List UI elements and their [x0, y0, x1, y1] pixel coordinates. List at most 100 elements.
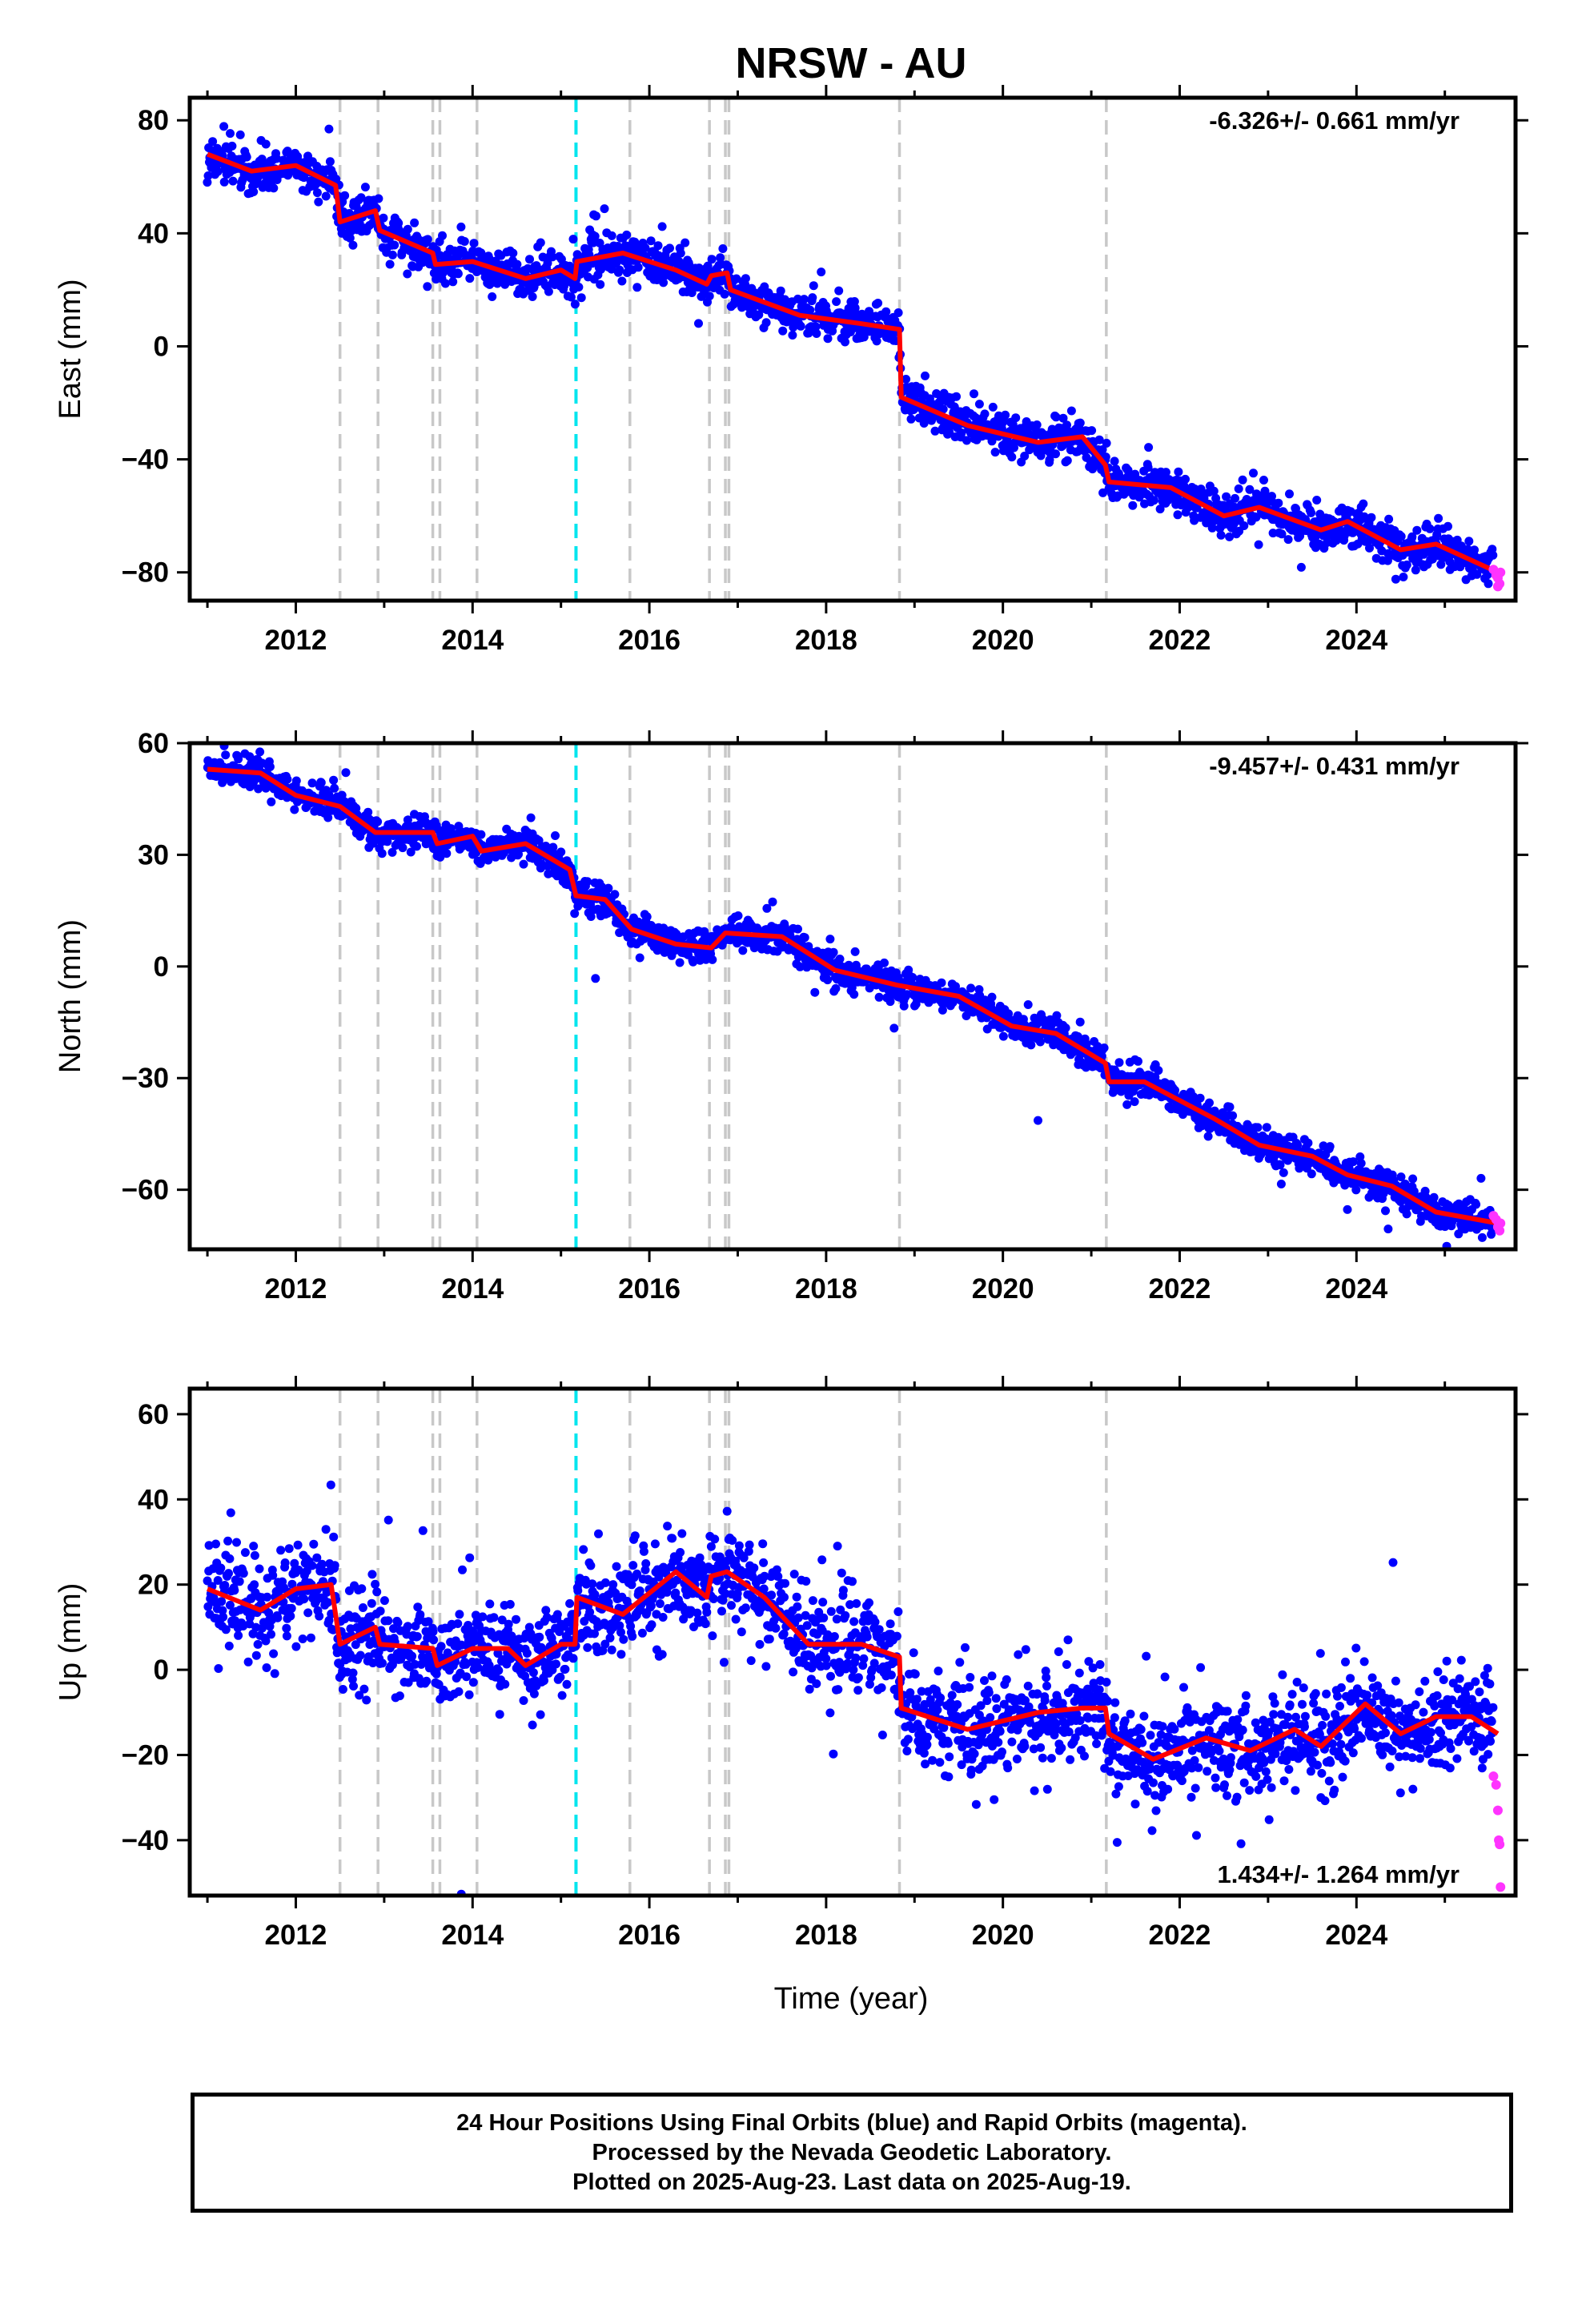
- data-point: [718, 244, 728, 253]
- data-point: [800, 933, 809, 943]
- x-tick-label: 2018: [795, 1273, 857, 1305]
- data-point: [442, 849, 452, 858]
- data-point: [591, 974, 600, 983]
- x-tick-label: 2020: [972, 1273, 1034, 1305]
- data-point: [276, 1546, 286, 1555]
- y-tick-label: 40: [138, 218, 169, 249]
- data-point: [329, 1532, 339, 1542]
- rapid-orbit-points: [1488, 565, 1506, 592]
- data-point: [1285, 489, 1294, 499]
- data-point: [657, 222, 667, 231]
- data-point: [448, 277, 458, 287]
- data-point: [377, 849, 387, 858]
- data-point: [930, 426, 940, 436]
- data-point: [1075, 1017, 1085, 1027]
- data-point: [980, 409, 990, 419]
- data-point: [607, 231, 616, 240]
- data-point: [1203, 1132, 1213, 1141]
- data-point: [1173, 510, 1182, 520]
- final-orbit-points: [203, 743, 1498, 1249]
- data-point: [375, 1606, 385, 1616]
- data-point: [708, 955, 717, 964]
- data-point: [323, 1598, 332, 1607]
- data-point: [1383, 1224, 1393, 1234]
- data-point: [825, 935, 835, 944]
- data-point: [970, 389, 978, 399]
- data-point: [1276, 1180, 1286, 1188]
- data-point: [1407, 532, 1417, 541]
- data-point: [1396, 1172, 1406, 1182]
- data-point: [1102, 438, 1111, 448]
- data-point: [768, 897, 777, 907]
- data-point: [1154, 1066, 1163, 1076]
- data-point: [1293, 1140, 1303, 1150]
- data-point: [1143, 463, 1153, 472]
- data-point: [1400, 1180, 1410, 1188]
- data-point: [225, 1554, 235, 1563]
- data-point: [383, 1616, 393, 1626]
- data-point: [788, 331, 797, 340]
- data-point: [338, 1685, 347, 1694]
- data-point: [1035, 1037, 1045, 1047]
- data-point: [1472, 569, 1482, 579]
- data-point: [1274, 498, 1283, 508]
- data-point: [1228, 1111, 1238, 1120]
- data-point: [240, 1548, 250, 1558]
- data-point: [465, 274, 475, 283]
- data-point: [1325, 1142, 1335, 1152]
- data-point: [213, 1576, 223, 1585]
- data-point: [1051, 412, 1061, 422]
- data-point: [832, 297, 841, 307]
- data-point: [921, 371, 930, 380]
- data-point: [203, 178, 212, 187]
- data-point: [359, 1684, 369, 1694]
- data-point: [235, 130, 245, 139]
- data-point: [314, 197, 323, 207]
- data-point: [403, 269, 412, 279]
- data-point: [902, 990, 912, 999]
- data-point: [227, 141, 237, 151]
- data-point: [204, 1541, 214, 1550]
- data-point: [340, 191, 350, 200]
- data-point: [243, 1657, 253, 1667]
- data-point: [235, 1577, 244, 1586]
- data-point: [1062, 420, 1071, 430]
- data-point: [403, 1622, 412, 1631]
- data-point: [957, 428, 966, 437]
- data-point: [1075, 418, 1085, 428]
- data-point: [428, 1627, 438, 1636]
- data-point: [808, 293, 817, 303]
- data-point: [1381, 1206, 1390, 1216]
- data-point: [1307, 1169, 1316, 1179]
- data-point: [811, 322, 821, 332]
- data-point: [424, 1617, 433, 1626]
- data-point: [224, 1641, 234, 1651]
- data-point: [1045, 455, 1054, 464]
- data-point: [1026, 1040, 1036, 1050]
- data-point: [1234, 484, 1243, 493]
- x-tick-label: 2016: [618, 1273, 681, 1305]
- data-point: [1259, 476, 1268, 485]
- data-point: [1464, 537, 1474, 546]
- x-tick-label: 2022: [1149, 1273, 1211, 1305]
- data-point: [793, 924, 802, 934]
- data-point: [262, 1663, 271, 1672]
- data-point: [234, 754, 243, 764]
- data-point: [293, 1540, 303, 1550]
- data-point: [438, 231, 447, 240]
- data-point: [321, 1525, 331, 1534]
- data-point: [544, 287, 553, 296]
- data-point: [762, 903, 772, 913]
- data-point: [615, 265, 624, 275]
- data-point: [938, 404, 948, 414]
- data-point: [885, 997, 895, 1007]
- data-point: [228, 176, 238, 186]
- data-point: [488, 292, 497, 301]
- data-point: [1412, 525, 1422, 535]
- data-point: [398, 843, 408, 853]
- data-point: [1020, 452, 1030, 460]
- data-point: [249, 1542, 259, 1551]
- data-point: [239, 1569, 248, 1578]
- data-point: [321, 191, 331, 201]
